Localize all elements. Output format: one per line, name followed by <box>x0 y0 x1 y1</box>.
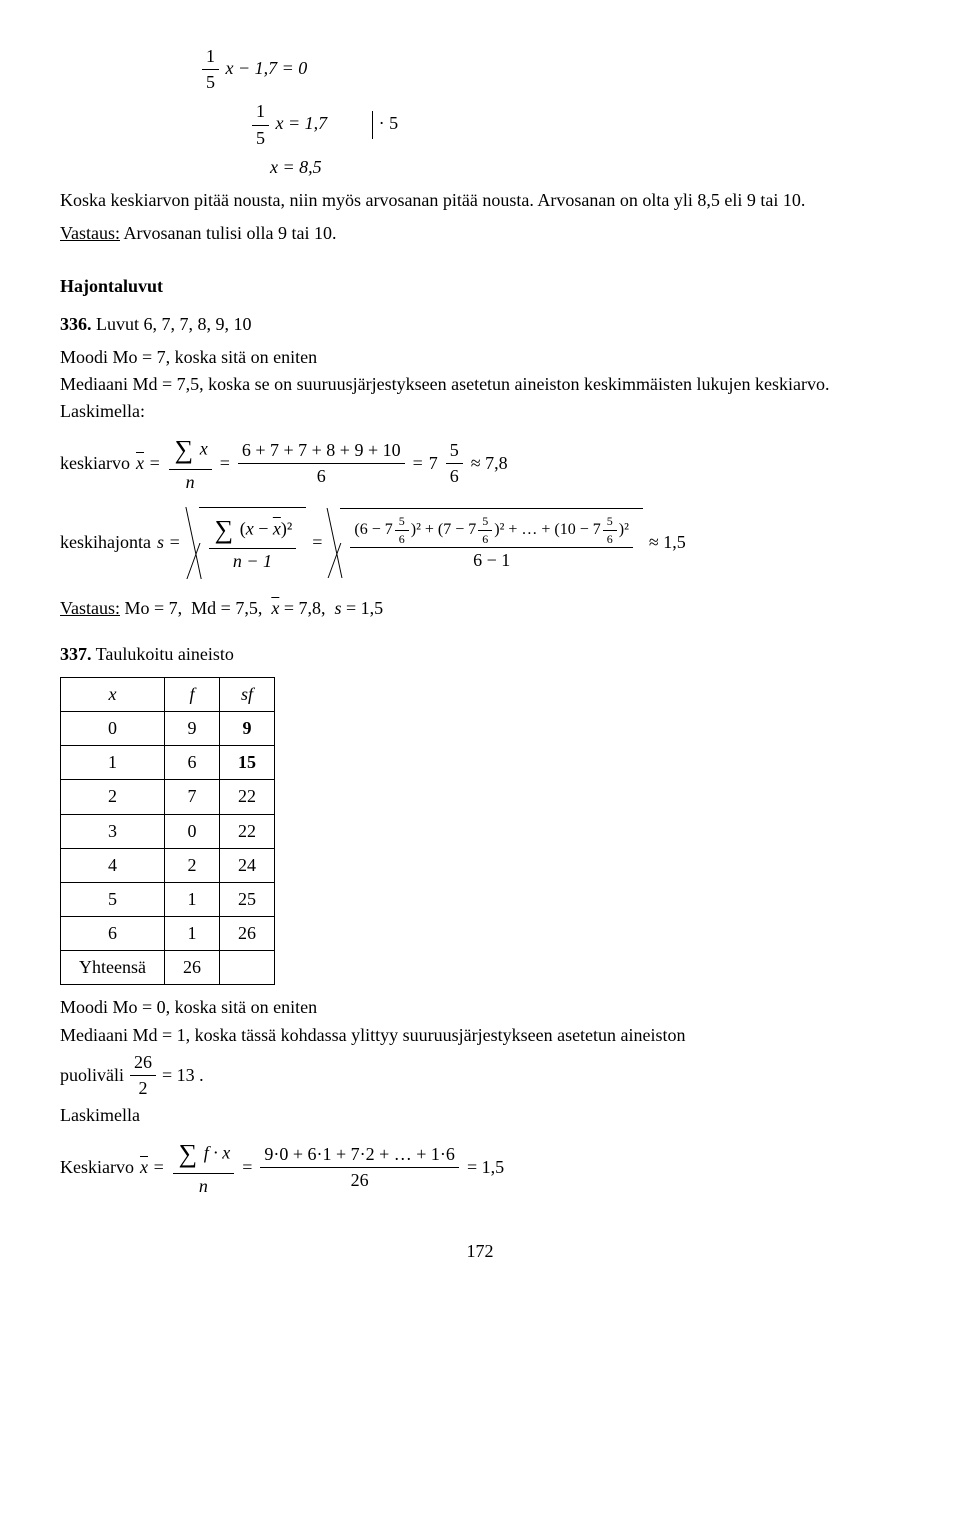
eq1-rest: x − 1,7 = 0 <box>226 58 308 78</box>
kh-label: keskihajonta <box>60 530 151 555</box>
table-cell: 5 <box>61 882 165 916</box>
table-cell: 26 <box>164 951 219 985</box>
laskimella-2: Laskimella <box>60 1103 900 1128</box>
table-row: 5125 <box>61 882 275 916</box>
eq2-num: 1 <box>252 99 269 125</box>
table-cell: 6 <box>164 746 219 780</box>
table-cell: 9 <box>219 711 274 745</box>
puolivali-line: puoliväli 26 2 = 13 . <box>60 1050 900 1101</box>
eq3-text: x = 8,5 <box>270 157 322 177</box>
ka337-rhs: = 1,5 <box>467 1155 504 1180</box>
table-cell: 22 <box>219 814 274 848</box>
table-cell: 9 <box>164 711 219 745</box>
puolivali-label: puoliväli <box>60 1063 124 1088</box>
divider-mult: · 5 <box>372 111 399 139</box>
keskiarvo-equation: keskiarvo x = ∑ x n = 6 + 7 + 7 + 8 + 9 … <box>60 432 900 495</box>
ka-rfrac-den: 6 <box>446 464 463 489</box>
exercise-336: 336. Luvut 6, 7, 7, 8, 9, 10 <box>60 312 900 337</box>
table-cell: 15 <box>219 746 274 780</box>
pv-den: 2 <box>130 1076 156 1101</box>
table-cell: 0 <box>61 711 165 745</box>
ex337-num: 337. <box>60 644 92 664</box>
pv-num: 26 <box>130 1050 156 1076</box>
table-header: sf <box>219 677 274 711</box>
table-cell: 1 <box>61 746 165 780</box>
table-header: x <box>61 677 165 711</box>
ka-approx: ≈ 7,8 <box>471 451 508 476</box>
exercise-337: 337. Taulukoitu aineisto <box>60 642 900 667</box>
ex336-num: 336. <box>60 314 92 334</box>
ex336-text: Luvut 6, 7, 7, 8, 9, 10 <box>92 314 252 334</box>
eq1-den: 5 <box>202 70 219 95</box>
table-cell: 7 <box>164 780 219 814</box>
table-cell: 0 <box>164 814 219 848</box>
keskiarvo-label: keskiarvo <box>60 451 130 476</box>
table-cell: Yhteensä <box>61 951 165 985</box>
ka-rhs1: 7 <box>429 451 438 476</box>
ka337-f2-num: 9·0 + 6·1 + 7·2 + … + 1·6 <box>260 1142 459 1168</box>
keskihajonta-equation: keskihajonta s = ∑ (x − x)² n − 1 = (6 −… <box>60 507 900 579</box>
moodi-336: Moodi Mo = 7, koska sitä on eniten <box>60 345 900 370</box>
table-337: xfsf099161527223022422451256126Yhteensä2… <box>60 677 275 986</box>
table-row: 099 <box>61 711 275 745</box>
kh-approx: ≈ 1,5 <box>649 530 686 555</box>
equation-1: 15 x − 1,7 = 0 <box>60 44 900 95</box>
table-row: 2722 <box>61 780 275 814</box>
kh-r2-den: 6 − 1 <box>350 548 633 573</box>
table-cell: 26 <box>219 917 274 951</box>
ka337-f2-den: 26 <box>260 1168 459 1193</box>
answer336-label: Vastaus: <box>60 598 120 618</box>
equation-2: 15 x = 1,7 · 5 <box>60 99 900 150</box>
table-cell: 24 <box>219 848 274 882</box>
equation-3: x = 8,5 <box>60 155 900 180</box>
page-number: 172 <box>60 1239 900 1264</box>
table-header: f <box>164 677 219 711</box>
table-cell: 25 <box>219 882 274 916</box>
laskimella-label: Laskimella: <box>60 399 900 424</box>
table-cell: 3 <box>61 814 165 848</box>
answer-336: Vastaus: Mo = 7, Md = 7,5, x = 7,8, s = … <box>60 596 900 621</box>
table-cell: 2 <box>164 848 219 882</box>
ka-rfrac-num: 5 <box>446 438 463 464</box>
answer1-label: Vastaus: <box>60 223 120 243</box>
answer-1: Vastaus: Arvosanan tulisi olla 9 tai 10. <box>60 221 900 246</box>
eq1-num: 1 <box>202 44 219 70</box>
ka-sum-den: n <box>169 470 212 495</box>
table-row: 4224 <box>61 848 275 882</box>
table-cell: 6 <box>61 917 165 951</box>
table-cell: 22 <box>219 780 274 814</box>
paragraph-explanation: Koska keskiarvon pitää nousta, niin myös… <box>60 188 900 213</box>
section-hajontaluvut: Hajontaluvut <box>60 274 900 299</box>
kh-r1-den: n − 1 <box>209 549 297 574</box>
pv-rhs: = 13 . <box>162 1063 204 1088</box>
ex337-text: Taulukoitu aineisto <box>92 644 234 664</box>
ka-mid-num: 6 + 7 + 7 + 8 + 9 + 10 <box>238 438 405 464</box>
table-cell: 2 <box>61 780 165 814</box>
table-row: 1615 <box>61 746 275 780</box>
sqrt-2: (6 − 756)² + (7 − 756)² + … + (10 − 756)… <box>328 508 643 578</box>
moodi-337: Moodi Mo = 0, koska sitä on eniten <box>60 995 900 1020</box>
table-row: 6126 <box>61 917 275 951</box>
ka337-f1-den: n <box>173 1174 235 1199</box>
answer1-text: Arvosanan tulisi olla 9 tai 10. <box>120 223 336 243</box>
ka-mid-den: 6 <box>238 464 405 489</box>
eq2-den: 5 <box>252 126 269 151</box>
ka337-label: Keskiarvo <box>60 1155 134 1180</box>
keskiarvo-337: Keskiarvo x = ∑ f · x n = 9·0 + 6·1 + 7·… <box>60 1136 900 1199</box>
eq2-mult: · 5 <box>379 113 399 133</box>
mediaani-337: Mediaani Md = 1, koska tässä kohdassa yl… <box>60 1023 900 1048</box>
table-cell: 1 <box>164 882 219 916</box>
table-row: Yhteensä26 <box>61 951 275 985</box>
table-cell <box>219 951 274 985</box>
table-cell: 1 <box>164 917 219 951</box>
sqrt-1: ∑ (x − x)² n − 1 <box>187 507 307 579</box>
table-cell: 4 <box>61 848 165 882</box>
mediaani-336: Mediaani Md = 7,5, koska se on suuruusjä… <box>60 372 900 397</box>
eq2-rest: x = 1,7 <box>276 113 328 133</box>
table-row: 3022 <box>61 814 275 848</box>
